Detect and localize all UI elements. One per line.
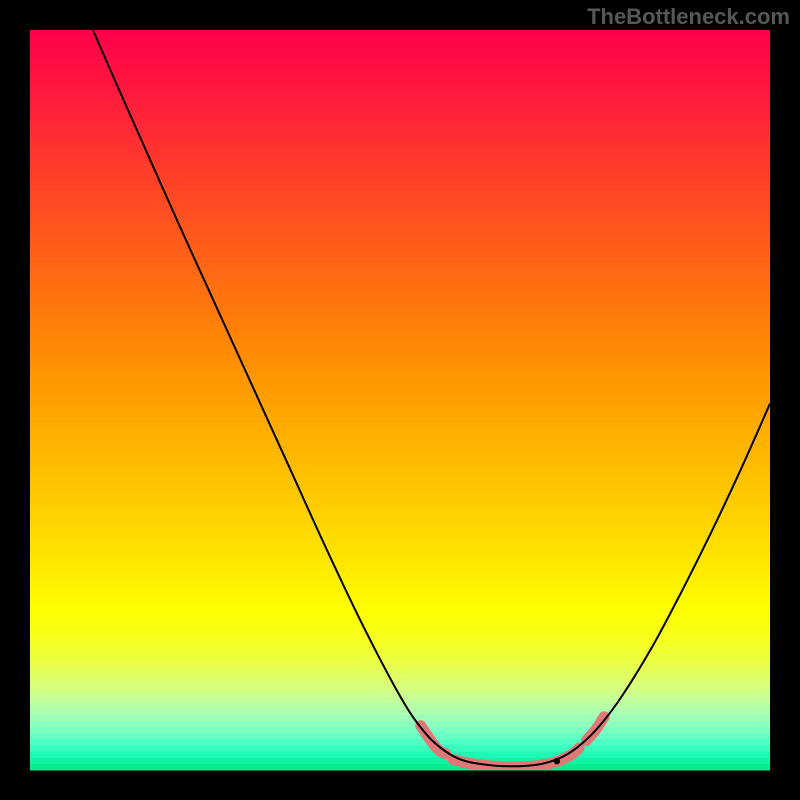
chart-container: TheBottleneck.com — [0, 0, 800, 800]
bottleneck-chart — [0, 0, 800, 800]
minimum-marker — [554, 758, 560, 764]
watermark-text: TheBottleneck.com — [587, 4, 790, 30]
